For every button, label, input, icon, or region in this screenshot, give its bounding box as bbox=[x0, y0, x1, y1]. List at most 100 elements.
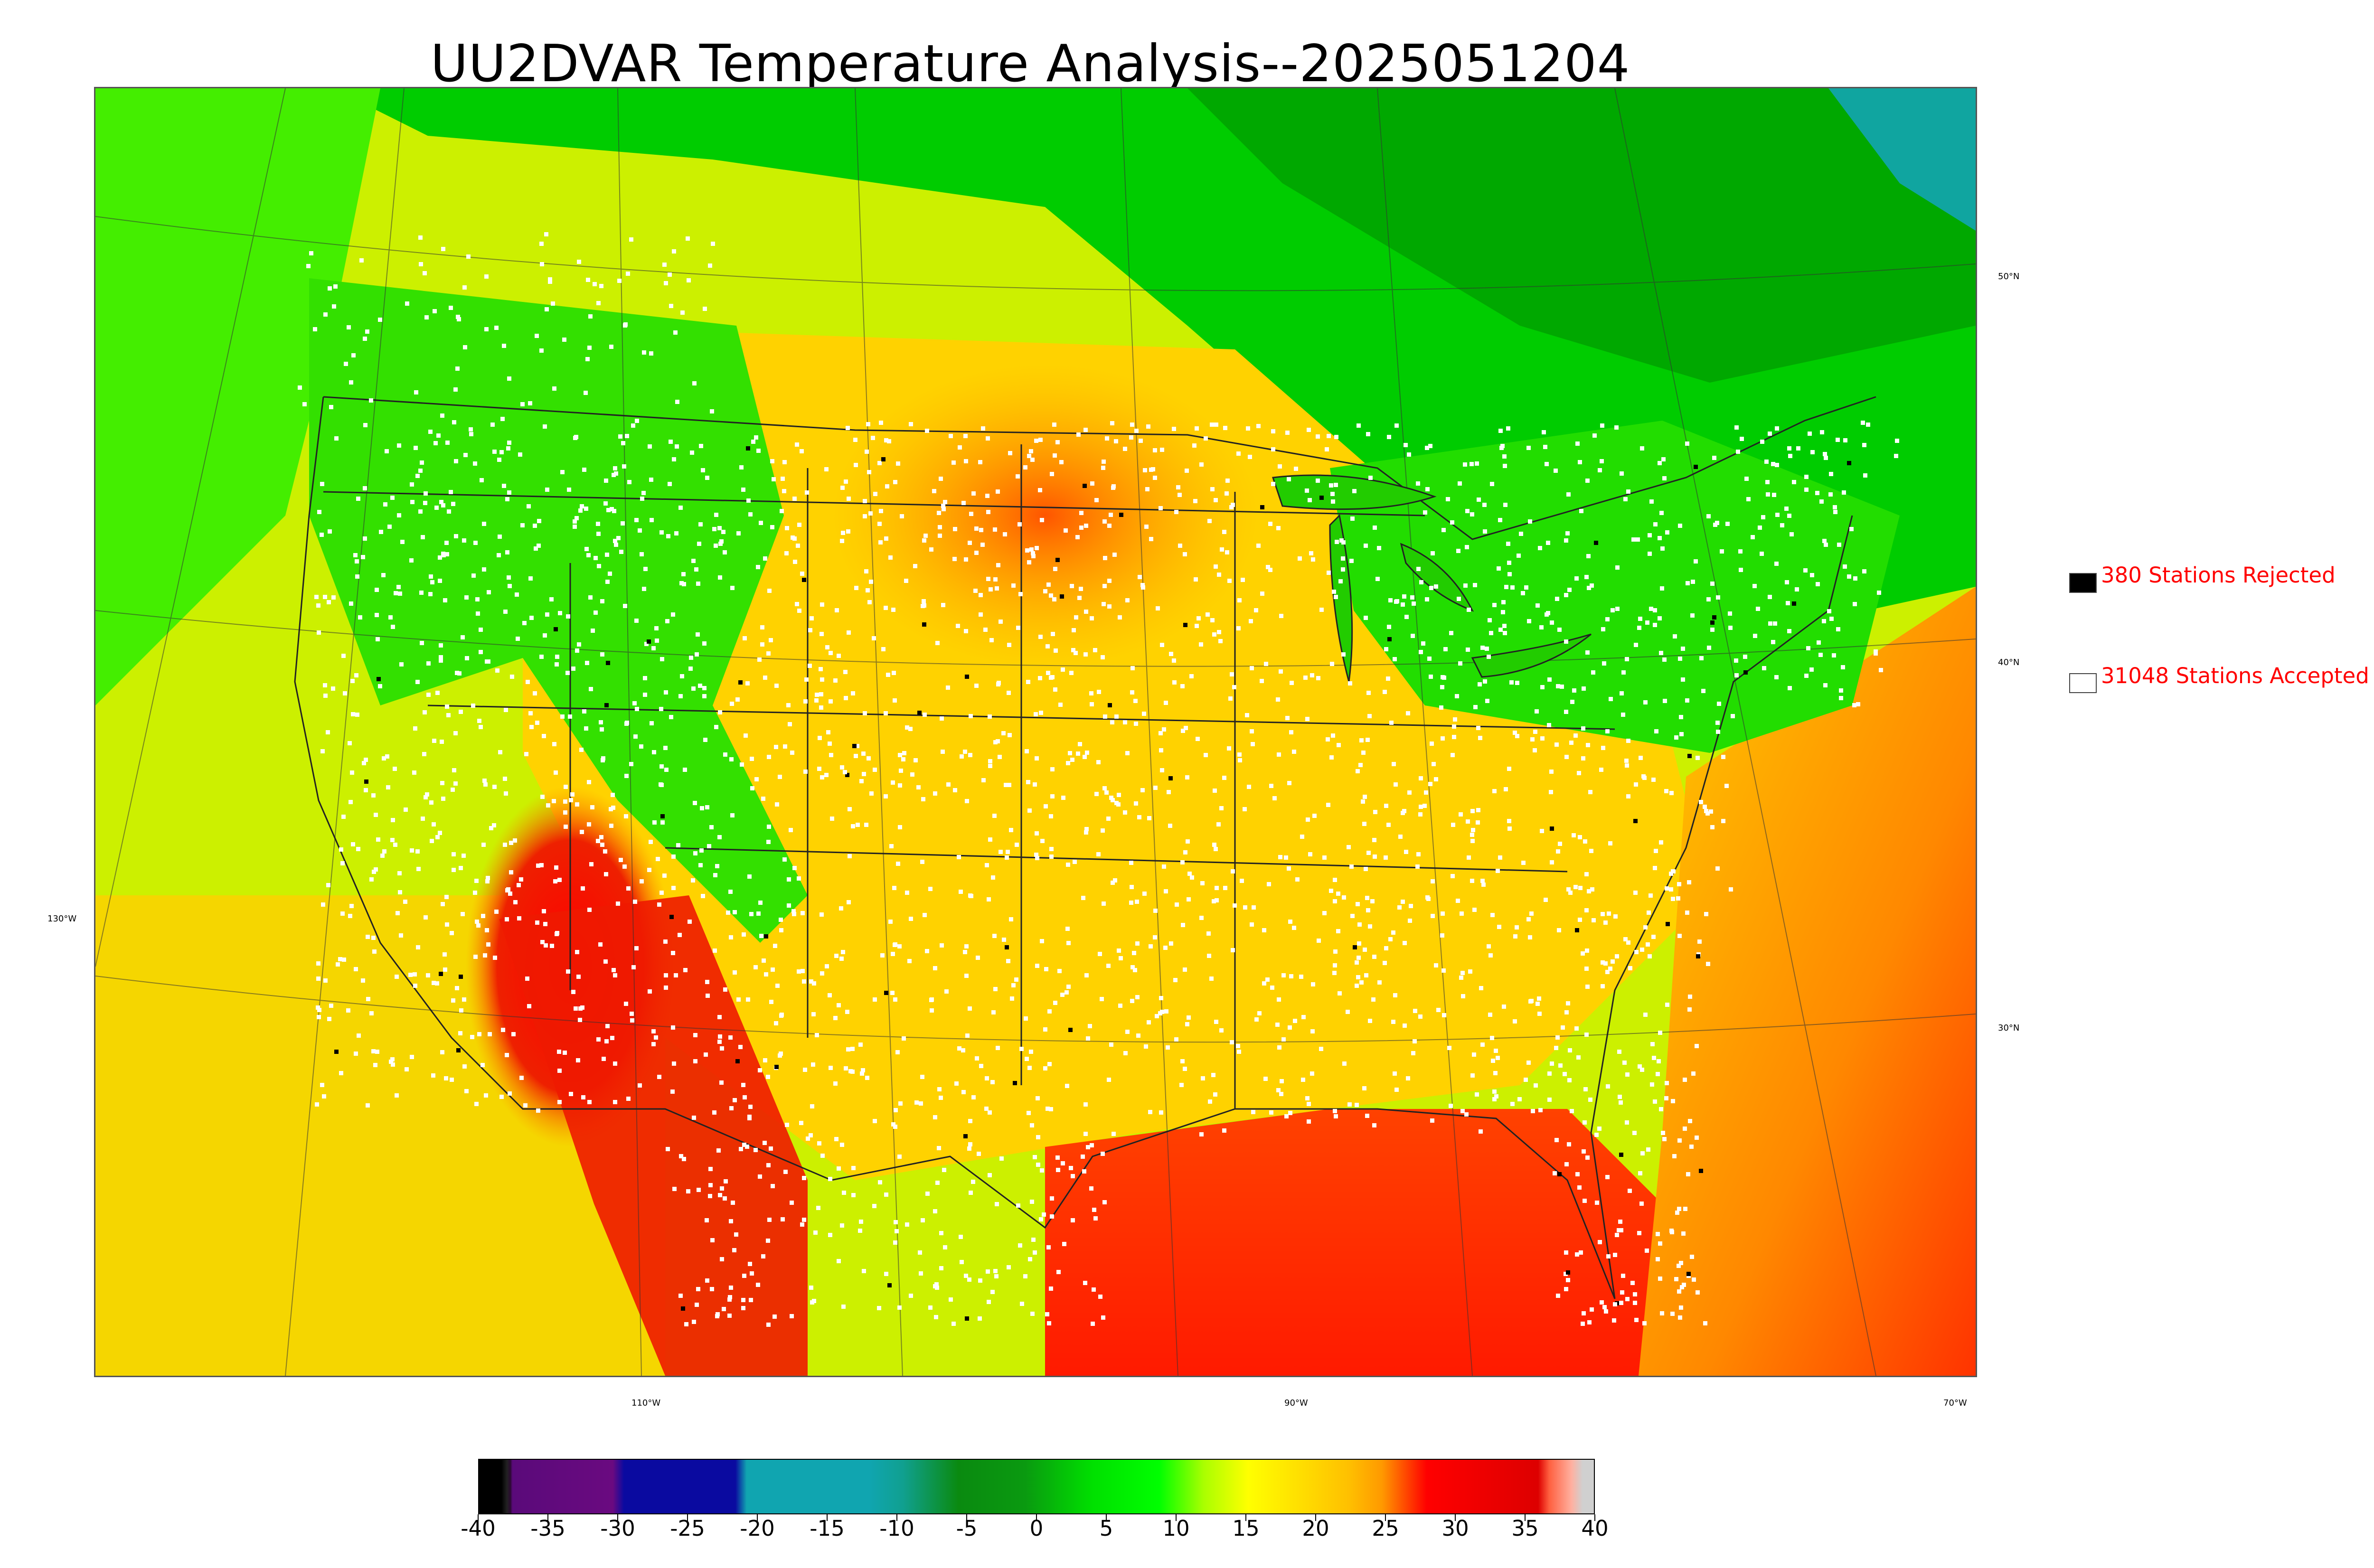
station-accepted bbox=[774, 684, 779, 688]
station-accepted bbox=[1054, 648, 1058, 653]
station-rejected bbox=[1557, 1172, 1562, 1176]
station-accepted bbox=[897, 944, 902, 948]
station-accepted bbox=[1649, 893, 1653, 898]
station-accepted bbox=[1046, 1107, 1050, 1111]
station-accepted bbox=[1403, 1023, 1407, 1028]
station-accepted bbox=[1602, 661, 1606, 666]
colorbar-tick-label: 15 bbox=[1232, 1516, 1260, 1541]
station-accepted bbox=[820, 677, 824, 682]
station-accepted bbox=[641, 491, 646, 495]
station-accepted bbox=[718, 542, 723, 546]
station-accepted bbox=[954, 1081, 959, 1086]
station-accepted bbox=[1027, 560, 1031, 564]
station-accepted bbox=[1669, 887, 1673, 892]
station-accepted bbox=[1394, 423, 1399, 428]
station-accepted bbox=[662, 873, 667, 878]
station-accepted bbox=[1787, 629, 1791, 633]
station-accepted bbox=[1630, 1281, 1635, 1285]
station-accepted bbox=[980, 543, 985, 547]
station-accepted bbox=[1575, 1172, 1580, 1176]
station-accepted bbox=[422, 752, 426, 756]
station-accepted bbox=[564, 825, 568, 829]
station-accepted bbox=[918, 1250, 922, 1255]
station-accepted bbox=[408, 973, 413, 977]
station-accepted bbox=[1117, 948, 1121, 953]
station-accepted bbox=[657, 1075, 661, 1079]
station-accepted bbox=[1609, 697, 1613, 701]
station-accepted bbox=[766, 651, 771, 656]
station-accepted bbox=[443, 952, 447, 957]
colorbar-tick-label: -10 bbox=[879, 1516, 914, 1541]
station-accepted bbox=[847, 497, 851, 501]
station-accepted bbox=[1341, 652, 1346, 657]
station-accepted bbox=[1311, 557, 1315, 562]
station-accepted bbox=[582, 468, 586, 472]
station-accepted bbox=[810, 616, 814, 620]
station-accepted bbox=[981, 778, 986, 782]
station-accepted bbox=[1401, 900, 1405, 904]
station-accepted bbox=[539, 242, 544, 246]
station-accepted bbox=[1603, 961, 1608, 966]
station-accepted bbox=[1605, 617, 1610, 621]
station-accepted bbox=[1364, 973, 1368, 977]
station-accepted bbox=[544, 232, 548, 236]
station-accepted bbox=[935, 641, 940, 645]
station-accepted bbox=[1027, 808, 1032, 813]
station-accepted bbox=[754, 965, 758, 969]
station-accepted bbox=[535, 334, 539, 338]
station-accepted bbox=[833, 678, 838, 683]
station-accepted bbox=[1556, 1294, 1560, 1298]
station-accepted bbox=[780, 1013, 784, 1017]
station-accepted bbox=[1894, 454, 1898, 458]
station-accepted bbox=[391, 1062, 395, 1067]
station-accepted bbox=[452, 868, 456, 872]
station-accepted bbox=[1333, 963, 1337, 967]
station-accepted bbox=[1691, 580, 1695, 584]
station-accepted bbox=[1383, 961, 1387, 965]
station-accepted bbox=[801, 911, 805, 915]
station-accepted bbox=[810, 1104, 814, 1108]
station-accepted bbox=[573, 519, 577, 524]
station-accepted bbox=[696, 582, 700, 586]
station-accepted bbox=[921, 797, 925, 801]
station-accepted bbox=[1648, 533, 1652, 537]
station-accepted bbox=[692, 1320, 696, 1324]
station-accepted bbox=[1688, 995, 1692, 999]
station-accepted bbox=[923, 534, 928, 538]
station-accepted bbox=[603, 501, 608, 506]
station-accepted bbox=[1334, 483, 1338, 487]
station-accepted bbox=[1740, 437, 1744, 441]
station-accepted bbox=[797, 609, 801, 613]
station-accepted bbox=[444, 1076, 448, 1080]
station-accepted bbox=[1606, 1084, 1610, 1089]
station-accepted bbox=[558, 611, 562, 615]
station-accepted bbox=[575, 802, 579, 807]
station-accepted bbox=[999, 850, 1003, 854]
station-accepted bbox=[336, 962, 340, 967]
station-accepted bbox=[1675, 1211, 1679, 1215]
station-accepted bbox=[1524, 585, 1528, 590]
station-accepted bbox=[1076, 751, 1080, 756]
station-accepted bbox=[1744, 477, 1749, 481]
station-accepted bbox=[1215, 886, 1219, 890]
temperature-map[interactable] bbox=[94, 87, 1977, 1377]
station-accepted bbox=[1432, 762, 1436, 766]
station-accepted bbox=[708, 1183, 713, 1187]
station-accepted bbox=[445, 441, 450, 445]
station-accepted bbox=[846, 1047, 850, 1052]
station-accepted bbox=[1534, 1083, 1538, 1088]
station-accepted bbox=[1651, 935, 1656, 939]
station-accepted bbox=[1715, 721, 1720, 725]
station-accepted bbox=[1310, 1029, 1315, 1033]
station-accepted bbox=[1034, 853, 1038, 857]
station-accepted bbox=[741, 1298, 745, 1302]
station-accepted bbox=[850, 1070, 855, 1074]
station-accepted bbox=[772, 1314, 777, 1319]
station-accepted bbox=[1547, 723, 1551, 727]
station-accepted bbox=[1658, 536, 1662, 540]
station-accepted bbox=[1480, 1042, 1485, 1047]
station-accepted bbox=[1196, 737, 1200, 741]
station-accepted bbox=[845, 1010, 849, 1014]
station-accepted bbox=[1626, 739, 1630, 743]
station-accepted bbox=[1430, 742, 1434, 746]
